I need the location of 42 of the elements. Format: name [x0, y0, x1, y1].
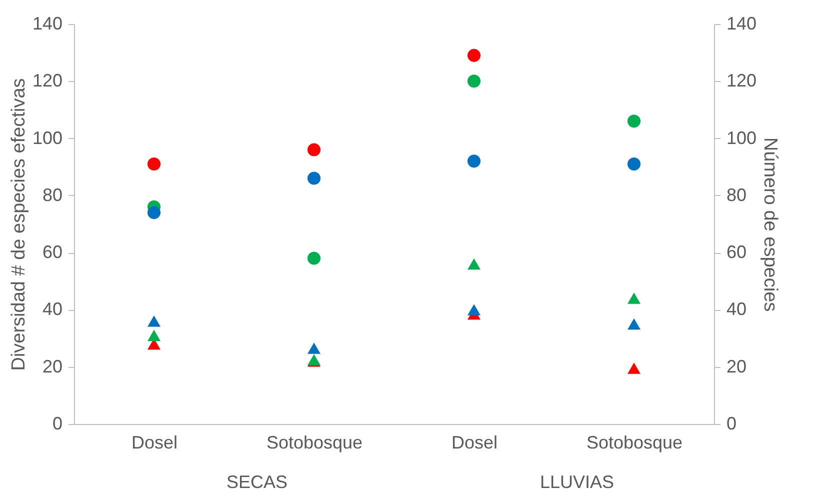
text: SECAS [225, 472, 289, 493]
y2-tick-label: 100 [726, 128, 757, 148]
y-tick-label: 140 [32, 14, 62, 34]
x-tick-label: Dosel [131, 432, 178, 452]
y2-tick-label: 120 [726, 70, 757, 91]
point [147, 206, 161, 220]
y2-tick-label: 140 [726, 14, 757, 34]
y2-tick-label: 60 [726, 242, 747, 262]
point [307, 252, 321, 265]
point [627, 362, 641, 374]
point [467, 48, 481, 62]
x-tick-label: Dosel [451, 432, 498, 452]
point [307, 143, 321, 156]
point [307, 342, 321, 354]
point [147, 330, 161, 342]
point [467, 258, 481, 270]
y-tick-label: 60 [42, 242, 62, 262]
point [627, 114, 641, 128]
point [627, 157, 641, 171]
point [627, 318, 641, 330]
y2-axis-title: Número de especies [760, 137, 781, 312]
point [147, 315, 161, 327]
y-tick-label: 100 [32, 128, 62, 148]
text: LLUVIAS [538, 472, 616, 493]
point [627, 292, 641, 304]
y-tick-label: 20 [42, 356, 62, 376]
y-axis-title: Diversidad # de especies efectivas [8, 78, 30, 371]
y-tick-label: 0 [52, 414, 62, 434]
y-tick-label: 40 [42, 299, 62, 320]
y-tick-label: 120 [32, 70, 62, 91]
y2-tick-label: 80 [726, 184, 747, 205]
y2-tick-label: 40 [726, 299, 747, 320]
x-tick-label: Sotobosque [266, 432, 363, 452]
point [467, 154, 481, 168]
point [147, 157, 161, 171]
x-tick-label: Sotobosque [586, 432, 683, 452]
point [467, 74, 481, 88]
point [467, 304, 481, 316]
y2-tick-label: 20 [726, 356, 747, 376]
y2-tick-label: 0 [726, 414, 737, 434]
point [307, 172, 321, 185]
y-tick-label: 80 [42, 184, 62, 205]
